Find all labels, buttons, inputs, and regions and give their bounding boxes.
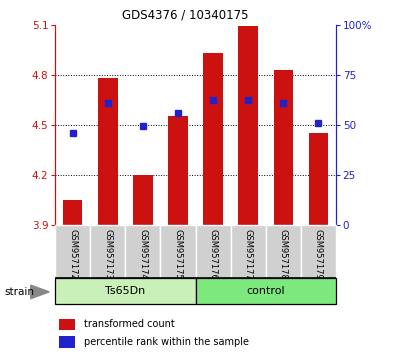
Text: Ts65Dn: Ts65Dn: [105, 286, 145, 296]
Bar: [168, 116, 188, 225]
Bar: [196, 225, 231, 278]
Bar: [98, 78, 118, 225]
Text: transformed count: transformed count: [85, 319, 175, 329]
Bar: [203, 53, 223, 225]
Bar: [90, 225, 126, 278]
Bar: [273, 70, 293, 225]
Text: GSM957178: GSM957178: [278, 229, 288, 280]
Bar: [265, 225, 301, 278]
Bar: [133, 175, 152, 225]
Bar: [196, 278, 336, 304]
Text: GSM957176: GSM957176: [209, 229, 218, 280]
Bar: [126, 225, 160, 278]
Bar: [58, 336, 75, 348]
Text: GDS4376 / 10340175: GDS4376 / 10340175: [122, 9, 249, 22]
Bar: [55, 278, 196, 304]
Bar: [58, 319, 75, 330]
Text: GSM957172: GSM957172: [68, 229, 77, 280]
Text: GSM957177: GSM957177: [244, 229, 253, 280]
Bar: [239, 27, 258, 225]
Text: strain: strain: [4, 287, 34, 297]
Bar: [55, 225, 90, 278]
Text: GSM957179: GSM957179: [314, 229, 323, 280]
Bar: [231, 225, 265, 278]
Text: GSM957175: GSM957175: [173, 229, 182, 280]
Polygon shape: [31, 285, 49, 299]
Bar: [63, 200, 83, 225]
Bar: [160, 225, 196, 278]
Text: GSM957174: GSM957174: [138, 229, 147, 280]
Text: control: control: [246, 286, 285, 296]
Bar: [301, 225, 336, 278]
Text: GSM957173: GSM957173: [103, 229, 113, 280]
Text: percentile rank within the sample: percentile rank within the sample: [85, 337, 250, 347]
Bar: [308, 133, 328, 225]
